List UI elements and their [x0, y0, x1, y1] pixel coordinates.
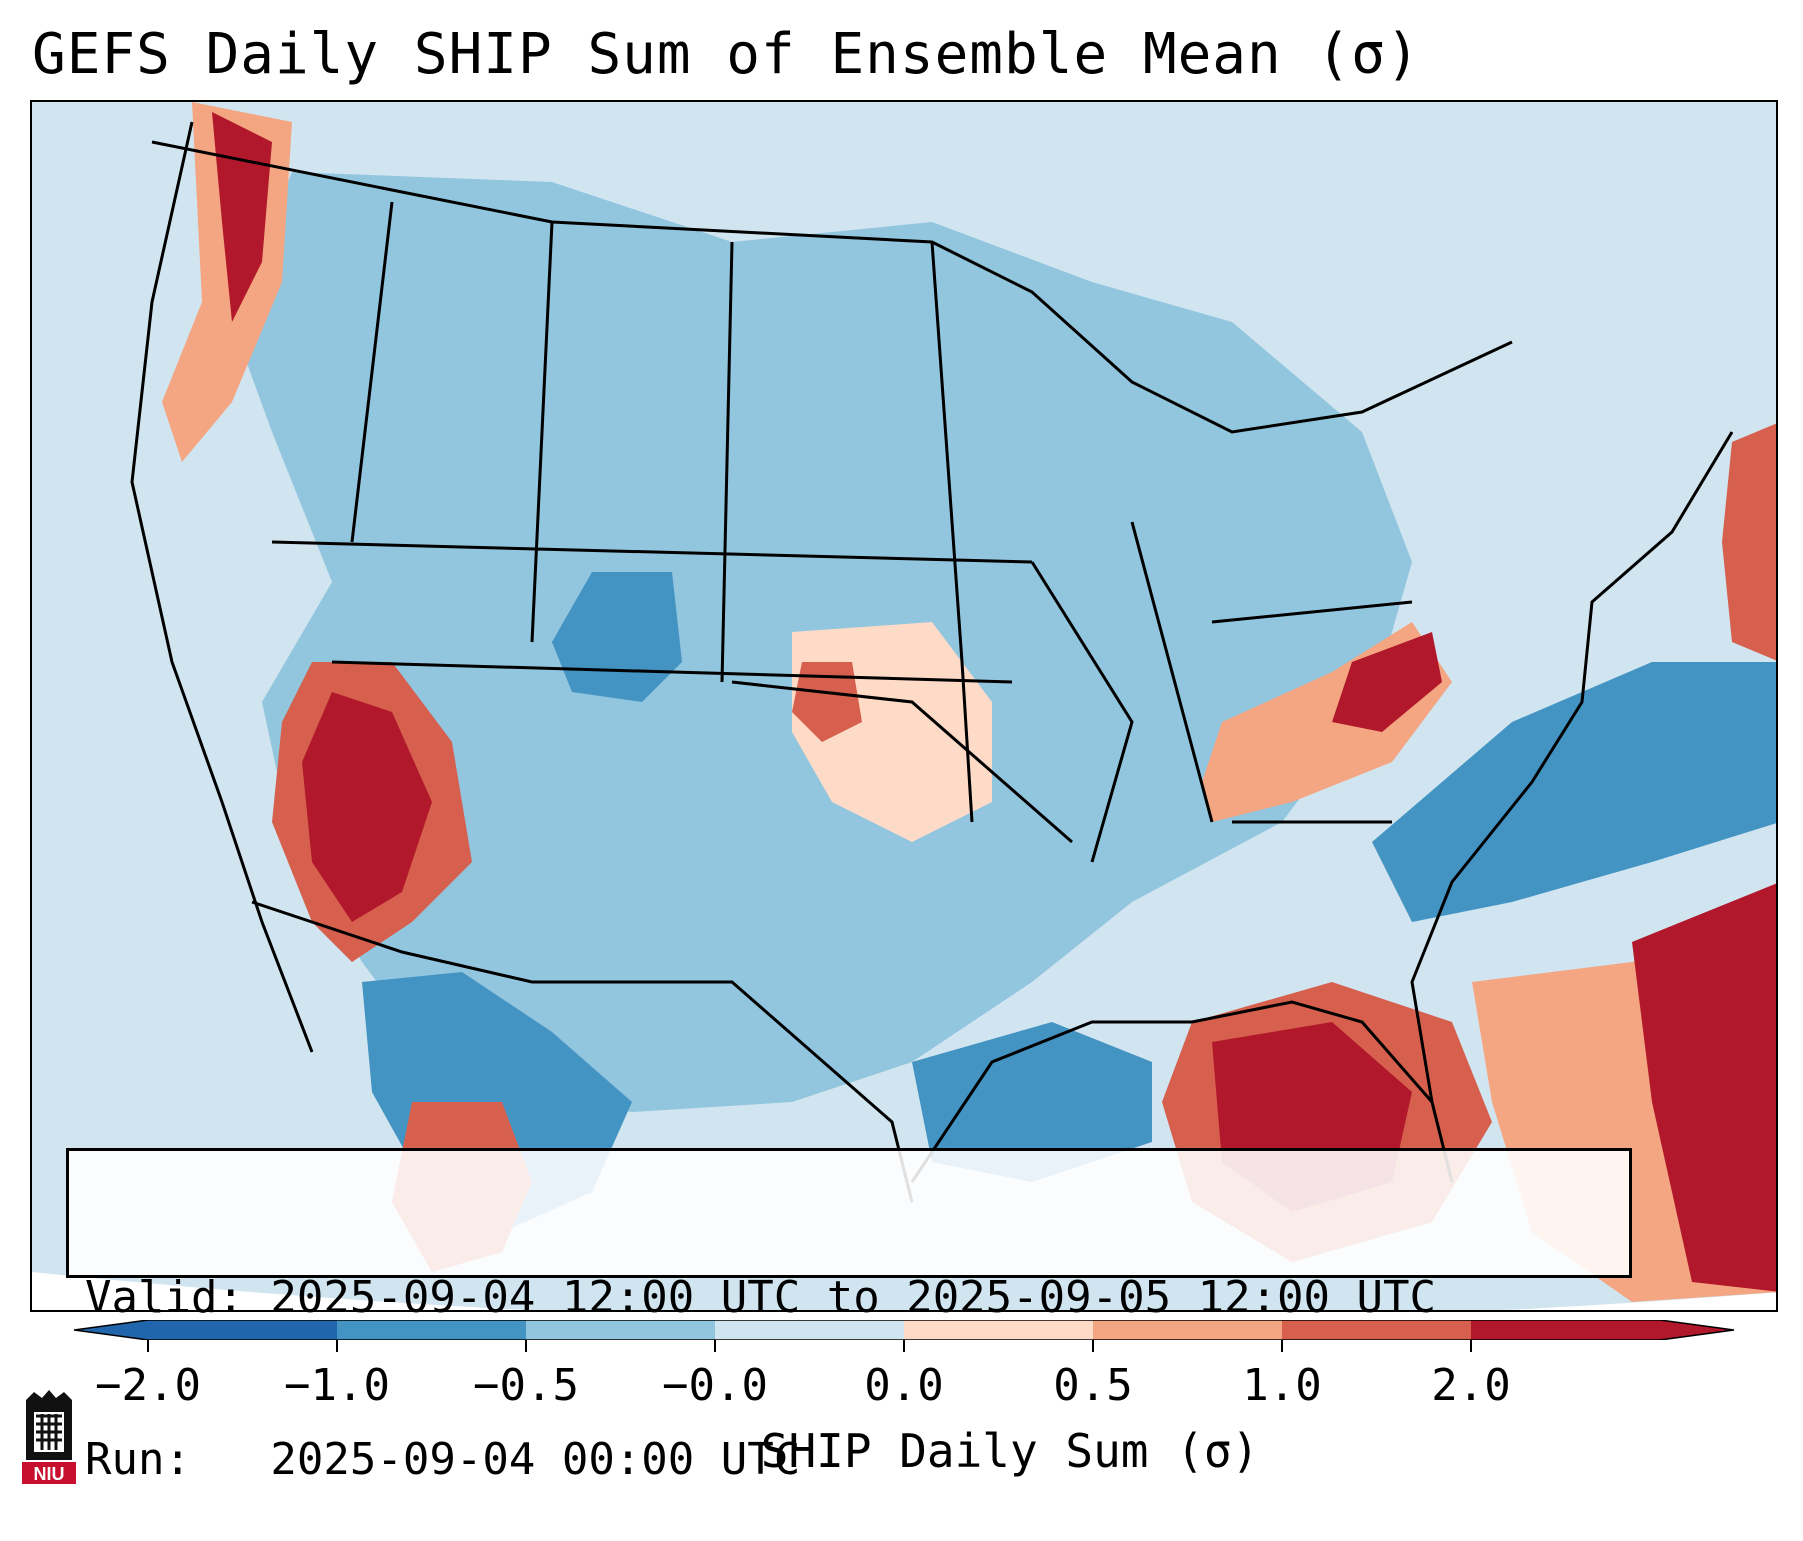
colorbar-label: SHIP Daily Sum (σ): [760, 1424, 1260, 1478]
map-panel: [30, 100, 1778, 1312]
colorbar-segment: [526, 1320, 716, 1340]
colorbar-tick-mark: [714, 1340, 716, 1352]
colorbar-extend-high: [1660, 1320, 1734, 1340]
colorbar-tick-label: −0.5: [473, 1360, 579, 1411]
field-red-northeast: [1722, 423, 1776, 661]
atlantic-coast: [1410, 431, 1734, 1103]
field-darkred-east-coast: [1632, 883, 1776, 1292]
colorbar-segment: [1093, 1320, 1283, 1340]
logo-text: NIU: [34, 1464, 65, 1484]
colorbar-tick-mark: [147, 1340, 149, 1352]
us-mexico-border: [251, 900, 914, 1203]
colorbar-tick-label: −1.0: [284, 1360, 390, 1411]
gulf-coast: [910, 1000, 1454, 1183]
colorbar-tick-label: −2.0: [95, 1360, 201, 1411]
colorbar-tick-label: 0.0: [864, 1360, 944, 1411]
map-canvas: [32, 102, 1776, 1310]
colorbar-tick-label: −0.0: [662, 1360, 768, 1411]
colorbar-tick-label: 1.0: [1242, 1360, 1322, 1411]
field-dark-blue-gulf: [912, 1022, 1152, 1182]
field-darkred-southwest: [302, 692, 432, 922]
colorbar-segment: [715, 1320, 905, 1340]
pacific-coast: [130, 121, 314, 1053]
niu-logo-icon: NIU: [22, 1390, 76, 1484]
colorbar-tick-mark: [903, 1340, 905, 1352]
colorbar-tick-mark: [1470, 1340, 1472, 1352]
colorbar-tick-label: 2.0: [1431, 1360, 1511, 1411]
colorbar-tick-mark: [1092, 1340, 1094, 1352]
colorbar-segment: [1471, 1320, 1661, 1340]
colorbar-segment: [148, 1320, 338, 1340]
us-canada-border: [151, 140, 1513, 434]
valid-time-label: Valid: 2025-09-04 12:00 UTC to 2025-09-0…: [85, 1272, 1437, 1323]
field-darkred-appalachia: [1332, 632, 1442, 732]
colorbar-tick-label: 0.5: [1053, 1360, 1133, 1411]
colorbar-segment: [904, 1320, 1094, 1340]
map-borders: [130, 121, 1734, 1203]
colorbar: [74, 1320, 1734, 1340]
colorbar-tick-mark: [525, 1340, 527, 1352]
colorbar-tick-mark: [1281, 1340, 1283, 1352]
colorbar-segment: [1282, 1320, 1472, 1340]
colorbar-segment: [337, 1320, 527, 1340]
valid-run-info-box: Valid: 2025-09-04 12:00 UTC to 2025-09-0…: [66, 1148, 1632, 1485]
run-time-label: Run: 2025-09-04 00:00 UTC: [85, 1434, 801, 1485]
colorbar-tick-mark: [336, 1340, 338, 1352]
field-red-kansas: [792, 662, 862, 742]
state-lines: [271, 201, 1413, 863]
map-title: GEFS Daily SHIP Sum of Ensemble Mean (σ): [32, 22, 1421, 87]
colorbar-extend-low: [74, 1320, 148, 1340]
